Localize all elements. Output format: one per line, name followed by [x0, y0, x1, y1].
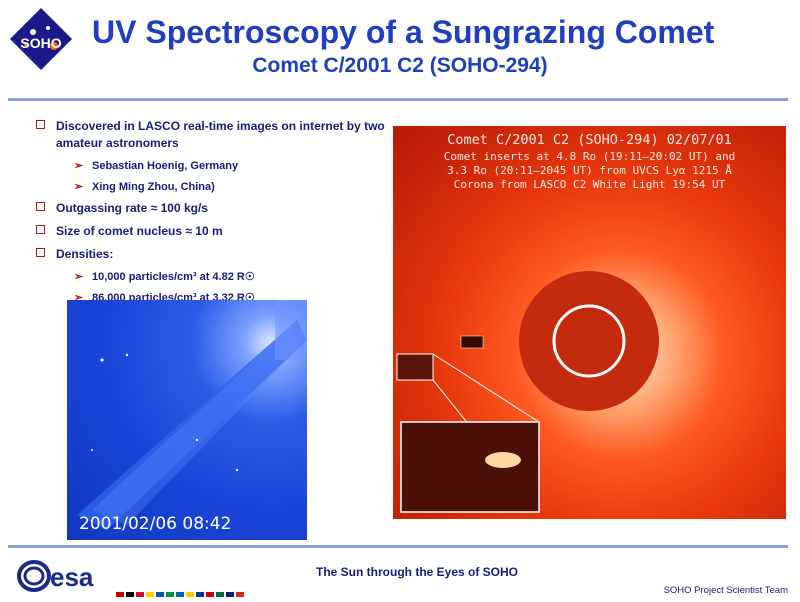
- bullet-text: Size of comet nucleus ≈ 10 m: [56, 224, 223, 238]
- image-timestamp: 2001/02/06 08:42: [79, 514, 232, 534]
- lasco-comet-image: 2001/02/06 08:42: [67, 300, 307, 540]
- arrow-bullet-icon: ➢: [74, 181, 84, 193]
- image-caption-line: Corona from LASCO C2 White Light 19:54 U…: [453, 178, 726, 191]
- arrow-bullet-icon: ➢: [74, 160, 84, 172]
- image-caption-line: Comet inserts at 4.8 Ro (19:11—20:02 UT)…: [443, 150, 736, 163]
- bullet-text: Discovered in LASCO real-time images on …: [56, 119, 385, 150]
- page-title: UV Spectroscopy of a Sungrazing Comet: [92, 14, 715, 50]
- flag-icon: [196, 592, 204, 597]
- flag-icon: [126, 592, 134, 597]
- comet-tail-graphic: [77, 300, 307, 530]
- sub-bullet-item: ➢ Sebastian Hoenig, Germany: [36, 158, 391, 175]
- arrow-bullet-icon: ➢: [74, 271, 84, 283]
- sub-bullet-item: ➢ 10,000 particles/cm³ at 4.82 R☉: [36, 269, 391, 286]
- svg-text:esa: esa: [50, 562, 94, 592]
- footer-tagline: The Sun through the Eyes of SOHO: [316, 565, 519, 579]
- bullet-item: Size of comet nucleus ≈ 10 m: [36, 223, 391, 240]
- flag-icon: [186, 592, 194, 597]
- sub-bullet-text: 10,000 particles/cm³ at 4.82 R☉: [92, 271, 255, 283]
- arrow-bullet-icon: ➢: [74, 292, 84, 304]
- flag-icon: [216, 592, 224, 597]
- member-flags: [116, 584, 246, 602]
- image-caption-title: Comet C/2001 C2 (SOHO-294) 02/07/01: [447, 132, 732, 148]
- image-caption-line: 3.3 Ro (20:11—2045 UT) from UVCS Lyα 121…: [447, 164, 732, 177]
- footer-divider: [8, 545, 788, 548]
- corona-comet-image: Comet C/2001 C2 (SOHO-294) 02/07/01 Come…: [393, 126, 786, 519]
- square-bullet-icon: [36, 248, 45, 257]
- footer-credit: SOHO Project Scientist Team: [663, 585, 788, 596]
- flag-icon: [226, 592, 234, 597]
- flag-icon: [156, 592, 164, 597]
- flag-icon: [236, 592, 244, 597]
- bullet-item: Outgassing rate ≈ 100 kg/s: [36, 200, 391, 217]
- sub-bullet-text: Sebastian Hoenig, Germany: [92, 160, 239, 172]
- sub-bullet-text: Xing Ming Zhou, China): [92, 181, 215, 193]
- square-bullet-icon: [36, 120, 45, 129]
- svg-text:SOHO: SOHO: [20, 35, 61, 51]
- flag-icon: [166, 592, 174, 597]
- square-bullet-icon: [36, 225, 45, 234]
- esa-logo: esa: [17, 560, 94, 592]
- flag-icon: [176, 592, 184, 597]
- square-bullet-icon: [36, 202, 45, 211]
- soho-logo: SOHO: [10, 8, 72, 70]
- flag-icon: [206, 592, 214, 597]
- page-subtitle: Comet C/2001 C2 (SOHO-294): [252, 54, 548, 77]
- bullet-list: Discovered in LASCO real-time images on …: [36, 118, 391, 311]
- bullet-text: Outgassing rate ≈ 100 kg/s: [56, 201, 208, 215]
- bullet-item: Densities:: [36, 246, 391, 263]
- bullet-item: Discovered in LASCO real-time images on …: [36, 118, 391, 152]
- flag-icon: [116, 592, 124, 597]
- flag-icon: [146, 592, 154, 597]
- flag-icon: [136, 592, 144, 597]
- header-divider: [8, 98, 788, 101]
- sub-bullet-item: ➢ Xing Ming Zhou, China): [36, 179, 391, 196]
- corona-graphic: [396, 271, 659, 513]
- bullet-text: Densities:: [56, 247, 114, 261]
